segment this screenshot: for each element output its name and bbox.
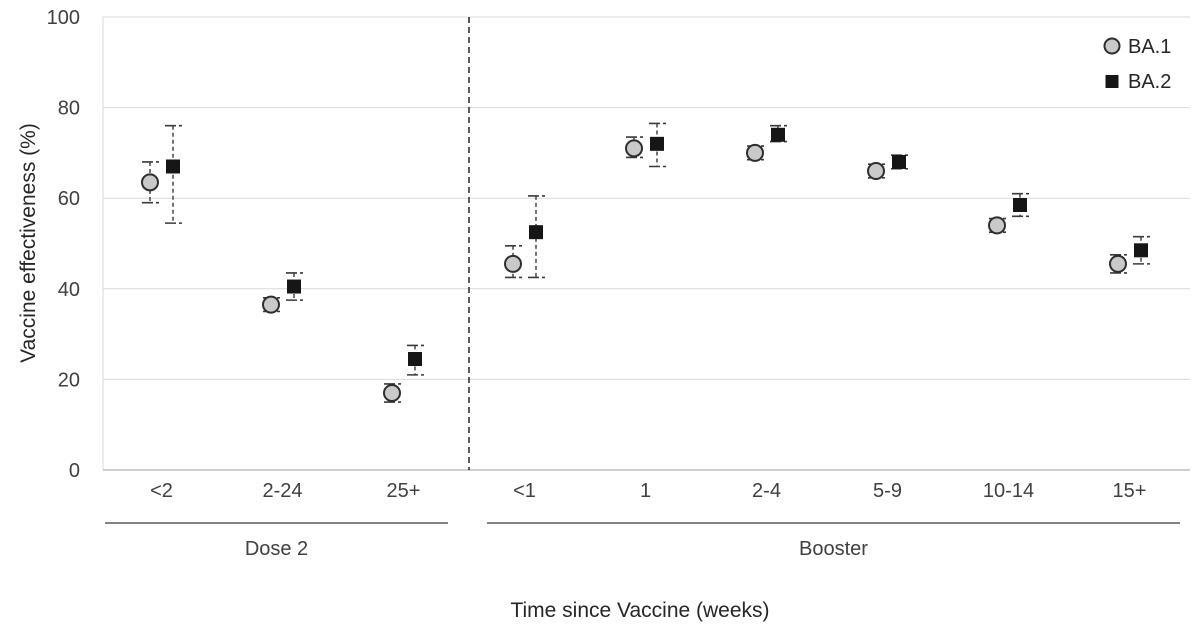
y-tick-label-80: 80: [58, 98, 80, 120]
marker-ba1-slot-0: [141, 173, 159, 192]
legend-ba2-square-icon: [1105, 75, 1119, 88]
y-tick-label-100: 100: [47, 7, 80, 29]
y-tick-label-0: 0: [69, 460, 80, 482]
y-tick-label-40: 40: [58, 279, 80, 301]
marker-ba1-slot-3: [504, 254, 522, 273]
y-axis-title: Vaccine effectiveness (%): [17, 123, 40, 363]
marker-ba2-slot-2: [408, 352, 422, 367]
marker-ba1-slot-7: [988, 216, 1006, 235]
y-tick-label-60: 60: [58, 188, 80, 210]
group-label-1: Booster: [799, 538, 868, 560]
x-tick-label-slot-6: 5-9: [873, 480, 902, 502]
group-label-0: Dose 2: [245, 538, 308, 560]
gridlines-layer: [102, 16, 1190, 471]
group-labels-layer: Dose 2 Booster: [105, 522, 1180, 560]
error-bars-layer: [142, 122, 1150, 403]
legend-ba2-label: BA.2: [1128, 71, 1171, 93]
marker-ba2-slot-0: [166, 159, 180, 174]
tick-labels-layer: 0 20 40 60 80 100 <2 2-24 25+ <1 1 2-4 5-9 10-14 15+: [47, 7, 1147, 502]
y-tick-label-20: 20: [58, 369, 80, 391]
x-tick-label-slot-4: 1: [640, 480, 651, 502]
marker-ba2-slot-7: [1013, 197, 1027, 212]
x-tick-label-slot-1: 2-24: [262, 480, 302, 502]
marker-ba2-slot-6: [892, 154, 906, 169]
legend-ba1-circle-icon: [1103, 37, 1121, 55]
legend-ba1-label: BA.1: [1128, 36, 1171, 58]
x-tick-label-slot-2: 25+: [387, 480, 421, 502]
marker-ba1-slot-8: [1109, 254, 1127, 273]
marker-ba2-slot-3: [529, 225, 543, 240]
markers-layer: [141, 127, 1148, 402]
x-axis-title: Time since Vaccine (weeks): [510, 599, 769, 622]
marker-ba1-slot-5: [746, 143, 764, 162]
marker-ba2-slot-5: [771, 127, 785, 142]
marker-ba1-slot-6: [867, 162, 885, 181]
x-tick-label-slot-7: 10-14: [983, 480, 1034, 502]
marker-ba1-slot-4: [625, 139, 643, 158]
marker-ba2-slot-1: [287, 279, 301, 294]
marker-ba2-slot-8: [1134, 243, 1148, 258]
x-tick-label-slot-0: <2: [150, 480, 173, 502]
marker-ba1-slot-1: [262, 295, 280, 314]
legend: BA.1 BA.2: [1103, 36, 1171, 93]
x-tick-label-slot-3: <1: [513, 480, 536, 502]
marker-ba2-slot-4: [650, 136, 664, 151]
marker-ba1-slot-2: [383, 383, 401, 402]
x-tick-label-slot-8: 15+: [1113, 480, 1147, 502]
x-tick-label-slot-5: 2-4: [752, 480, 781, 502]
